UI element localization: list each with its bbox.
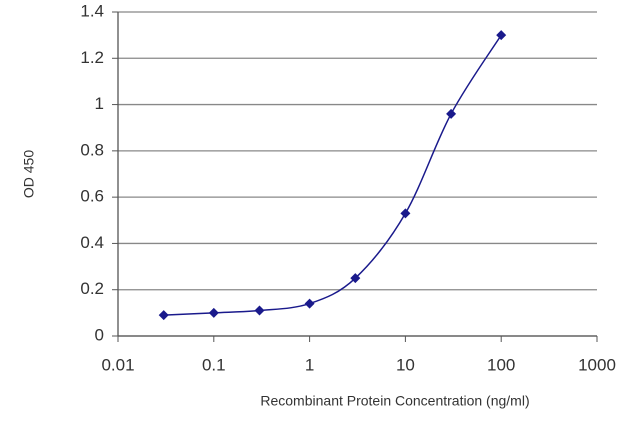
- data-point: [350, 273, 361, 284]
- y-tick-label: 0: [95, 325, 104, 344]
- y-tick-label: 0.2: [80, 279, 104, 298]
- data-point: [496, 30, 507, 41]
- y-tick-label: 1: [95, 94, 104, 113]
- x-tick-label: 100: [487, 355, 515, 374]
- y-axis-title: OD 450: [21, 150, 37, 198]
- data-point: [446, 108, 457, 119]
- data-line: [163, 34, 502, 316]
- y-tick-label: 1.4: [80, 1, 104, 20]
- x-tick-label: 0.1: [202, 355, 226, 374]
- data-point: [254, 305, 265, 316]
- y-tick-label: 0.4: [80, 233, 104, 252]
- x-tick-label: 1000: [578, 355, 616, 374]
- data-point: [208, 307, 219, 318]
- y-tick-label: 0.8: [80, 140, 104, 159]
- x-tick-label: 10: [396, 355, 415, 374]
- data-point: [304, 298, 315, 309]
- x-tick-label: 0.01: [101, 355, 134, 374]
- x-tick-label: 1: [305, 355, 314, 374]
- y-tick-label: 0.6: [80, 187, 104, 206]
- y-tick-label: 1.2: [80, 48, 104, 67]
- data-point: [400, 208, 411, 219]
- data-point: [158, 310, 169, 321]
- x-axis-title: Recombinant Protein Concentration (ng/ml…: [260, 393, 529, 409]
